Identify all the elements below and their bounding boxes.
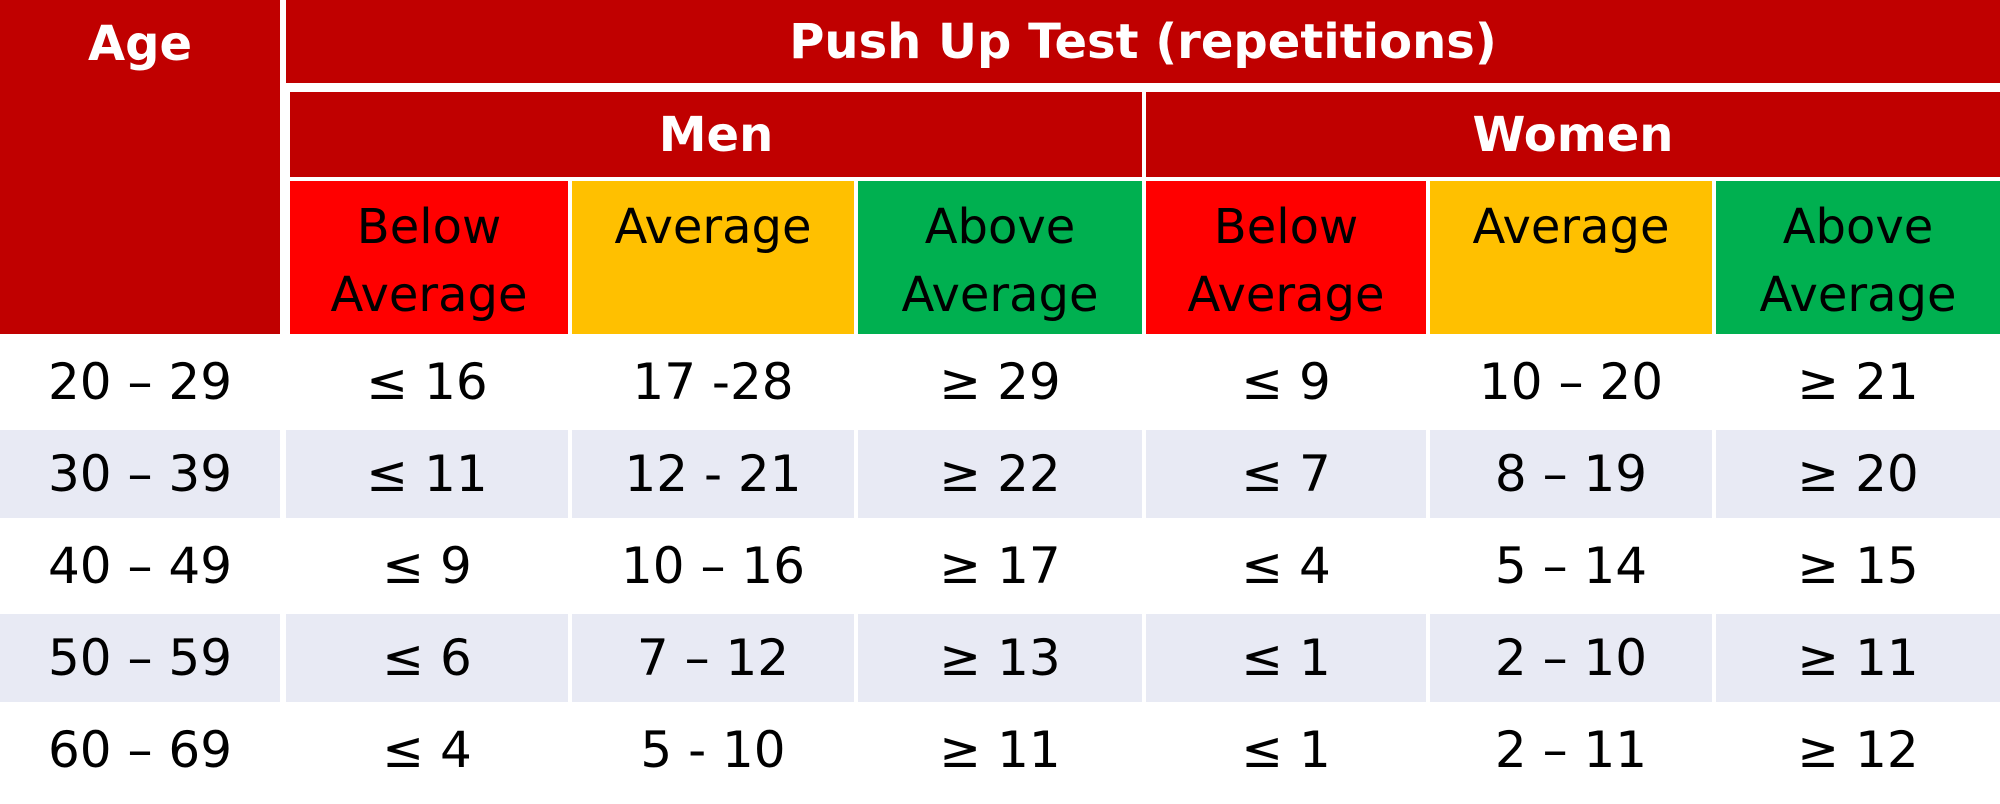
table-title: Push Up Test (repetitions) [286, 0, 2000, 83]
category-header-women-below-average: Below Average [1146, 181, 1426, 334]
table-cell: ≥ 12 [1716, 706, 2000, 794]
table-cell: ≤ 9 [1146, 338, 1426, 426]
category-header-women-average: Average [1430, 181, 1712, 334]
table-cell: 8 – 19 [1430, 430, 1712, 518]
table-cell: ≥ 21 [1716, 338, 2000, 426]
category-header-men-average: Average [572, 181, 854, 334]
table-cell: ≥ 29 [858, 338, 1142, 426]
category-header-text: Average [1187, 267, 1385, 323]
category-header-text: Average [614, 199, 812, 255]
category-header-text: Average [1759, 267, 1957, 323]
category-header-text: Average [901, 267, 1099, 323]
category-header-men-above-average: Above Average [858, 181, 1142, 334]
group-header-women: Women [1146, 92, 2000, 177]
table-cell: 12 - 21 [572, 430, 854, 518]
table-cell: 10 – 20 [1430, 338, 1712, 426]
table-cell: 7 – 12 [572, 614, 854, 702]
table-cell: ≤ 4 [1146, 522, 1426, 610]
group-header-men: Men [290, 92, 1142, 177]
table-cell: ≥ 11 [858, 706, 1142, 794]
table-cell: ≥ 20 [1716, 430, 2000, 518]
table-cell: ≤ 4 [286, 706, 568, 794]
table-cell: ≥ 11 [1716, 614, 2000, 702]
table-cell: ≤ 7 [1146, 430, 1426, 518]
table-cell: 2 – 11 [1430, 706, 1712, 794]
table-cell: 10 – 16 [572, 522, 854, 610]
table-cell: ≥ 17 [858, 522, 1142, 610]
table-cell: ≥ 15 [1716, 522, 2000, 610]
category-header-text: Average [330, 267, 528, 323]
category-header-text: Above [1782, 199, 1934, 255]
table-cell: ≤ 9 [286, 522, 568, 610]
category-header-text: Above [924, 199, 1076, 255]
table-cell: ≤ 11 [286, 430, 568, 518]
table-cell: 5 - 10 [572, 706, 854, 794]
table-cell: ≤ 1 [1146, 706, 1426, 794]
category-header-women-above-average: Above Average [1716, 181, 2000, 334]
table-cell-age: 60 – 69 [0, 706, 280, 794]
category-header-text: Average [1472, 199, 1670, 255]
table-cell: ≤ 16 [286, 338, 568, 426]
table-cell-age: 40 – 49 [0, 522, 280, 610]
table-cell-age: 20 – 29 [0, 338, 280, 426]
category-header-text: Below [1213, 199, 1359, 255]
category-header-men-below-average: Below Average [290, 181, 568, 334]
category-header-text: Below [356, 199, 502, 255]
table-cell: 5 – 14 [1430, 522, 1712, 610]
table-cell: ≤ 6 [286, 614, 568, 702]
table-cell-age: 30 – 39 [0, 430, 280, 518]
table-cell: ≥ 13 [858, 614, 1142, 702]
age-header: Age [0, 0, 280, 334]
table-cell: 17 -28 [572, 338, 854, 426]
table-cell: 2 – 10 [1430, 614, 1712, 702]
table-cell-age: 50 – 59 [0, 614, 280, 702]
table-cell: ≥ 22 [858, 430, 1142, 518]
table-cell: ≤ 1 [1146, 614, 1426, 702]
